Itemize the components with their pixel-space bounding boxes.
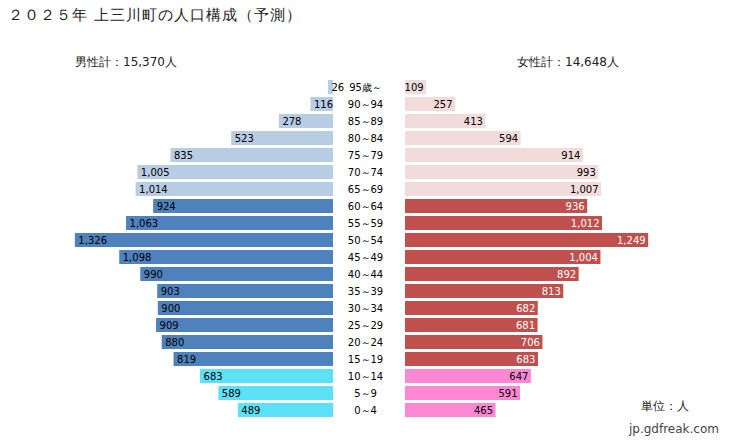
svg-text:80～84: 80～84	[348, 133, 383, 144]
html-text:男性計：15,370人: 男性計：15,370人	[75, 55, 177, 69]
svg-text:990: 990	[144, 269, 163, 280]
svg-text:683: 683	[516, 354, 535, 365]
svg-text:900: 900	[161, 303, 180, 314]
svg-text:1,004: 1,004	[569, 252, 598, 263]
svg-text:1,007: 1,007	[570, 184, 599, 195]
svg-text:489: 489	[241, 405, 260, 416]
html-text:女性計：14,648人: 女性計：14,648人	[517, 55, 619, 69]
svg-text:813: 813	[542, 286, 561, 297]
svg-text:706: 706	[521, 337, 540, 348]
svg-text:25～29: 25～29	[348, 320, 383, 331]
svg-text:116: 116	[314, 99, 333, 110]
svg-text:85～89: 85～89	[348, 116, 383, 127]
svg-text:75～79: 75～79	[348, 150, 383, 161]
svg-text:20～24: 20～24	[348, 337, 383, 348]
svg-text:10～14: 10～14	[348, 371, 383, 382]
svg-text:880: 880	[165, 337, 184, 348]
svg-text:936: 936	[566, 201, 585, 212]
svg-text:413: 413	[464, 116, 483, 127]
svg-text:681: 681	[516, 320, 535, 331]
svg-text:35～39: 35～39	[348, 286, 383, 297]
svg-text:278: 278	[282, 116, 301, 127]
svg-text:1,005: 1,005	[141, 167, 170, 178]
svg-text:257: 257	[433, 99, 452, 110]
svg-text:682: 682	[516, 303, 535, 314]
svg-text:591: 591	[498, 388, 517, 399]
svg-text:65～69: 65～69	[348, 184, 383, 195]
svg-text:924: 924	[157, 201, 176, 212]
svg-text:909: 909	[160, 320, 179, 331]
svg-text:993: 993	[577, 167, 596, 178]
html-text:jp.gdfreak.com: jp.gdfreak.com	[629, 422, 719, 436]
html-text:単位：人: 単位：人	[641, 399, 689, 413]
svg-text:109: 109	[405, 82, 424, 93]
svg-text:45～49: 45～49	[348, 252, 383, 263]
svg-text:40～44: 40～44	[348, 269, 383, 280]
svg-text:819: 819	[177, 354, 196, 365]
svg-text:1,012: 1,012	[571, 218, 600, 229]
svg-text:1,014: 1,014	[139, 184, 168, 195]
svg-text:594: 594	[499, 133, 518, 144]
svg-text:50～54: 50～54	[348, 235, 383, 246]
svg-text:465: 465	[474, 405, 493, 416]
svg-text:55～59: 55～59	[348, 218, 383, 229]
svg-text:892: 892	[557, 269, 576, 280]
svg-text:0～4: 0～4	[354, 405, 377, 416]
svg-text:30～34: 30～34	[348, 303, 383, 314]
svg-text:1,326: 1,326	[78, 235, 107, 246]
svg-text:914: 914	[561, 150, 580, 161]
svg-text:835: 835	[174, 150, 193, 161]
svg-text:1,249: 1,249	[617, 235, 646, 246]
svg-text:523: 523	[235, 133, 254, 144]
svg-text:15～19: 15～19	[348, 354, 383, 365]
svg-text:5～9: 5～9	[354, 388, 377, 399]
svg-text:589: 589	[222, 388, 241, 399]
svg-text:1,063: 1,063	[130, 218, 159, 229]
svg-text:683: 683	[204, 371, 223, 382]
svg-text:903: 903	[161, 286, 180, 297]
svg-text:1,098: 1,098	[123, 252, 152, 263]
svg-text:647: 647	[509, 371, 528, 382]
svg-text:90～94: 90～94	[348, 99, 383, 110]
svg-text:60～64: 60～64	[348, 201, 383, 212]
svg-text:95歳～: 95歳～	[349, 82, 382, 93]
html-text:２０２５年 上三川町の人口構成（予測）: ２０２５年 上三川町の人口構成（予測）	[8, 6, 302, 24]
svg-text:70～74: 70～74	[348, 167, 383, 178]
svg-text:26: 26	[331, 82, 344, 93]
